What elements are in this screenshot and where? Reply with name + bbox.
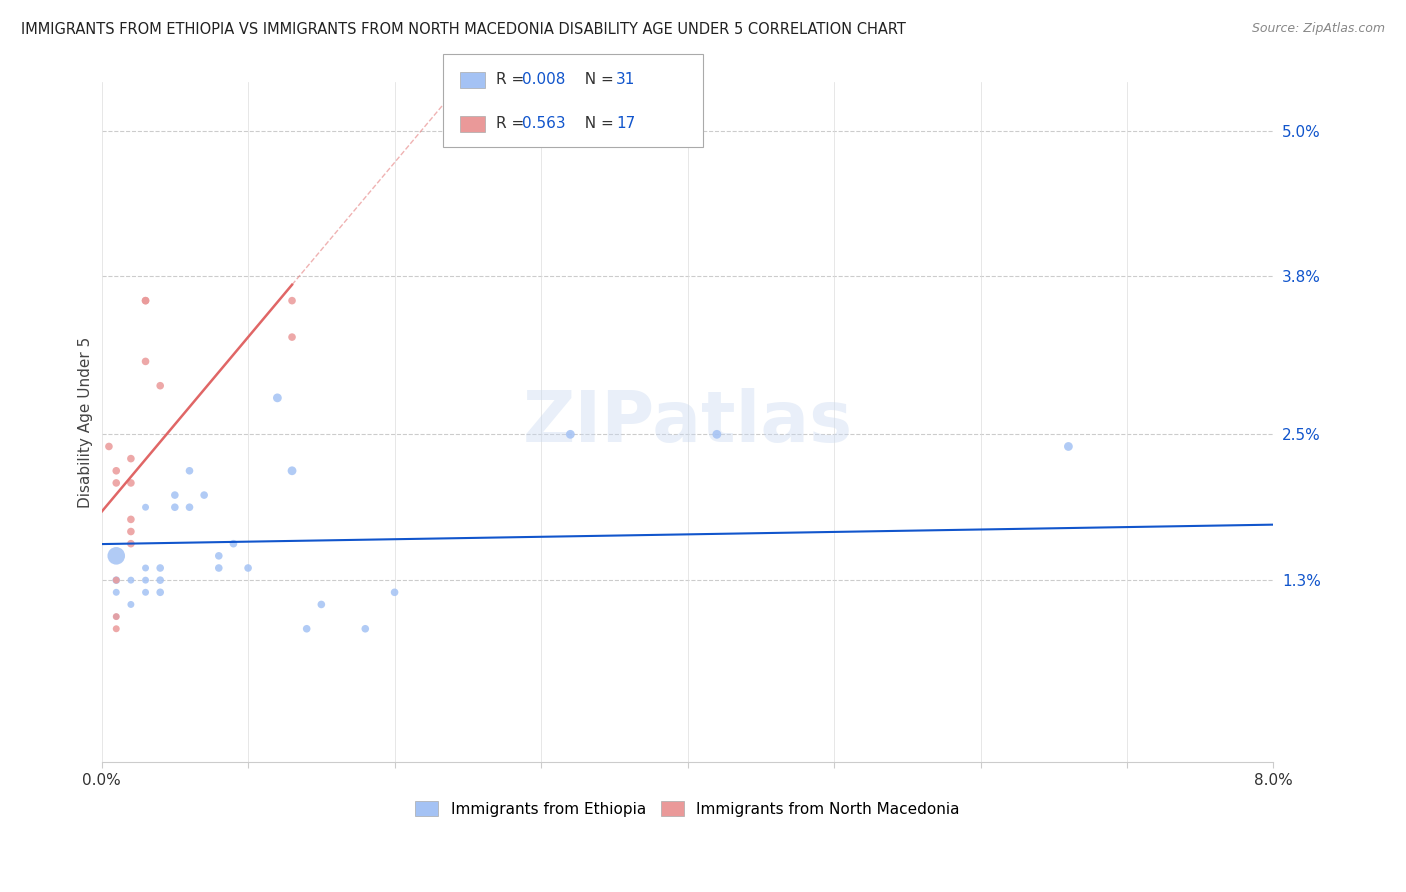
Point — [120, 512, 142, 526]
Point — [105, 475, 128, 490]
Text: R =: R = — [496, 72, 530, 87]
Point — [149, 573, 172, 587]
Point — [120, 573, 142, 587]
Point — [1057, 440, 1080, 454]
Point — [281, 464, 304, 478]
Point — [105, 464, 128, 478]
Point — [266, 391, 288, 405]
Text: 17: 17 — [616, 116, 636, 131]
Text: 0.008: 0.008 — [522, 72, 565, 87]
Point — [236, 561, 259, 575]
Point — [208, 561, 231, 575]
Point — [149, 378, 172, 392]
Text: N =: N = — [575, 72, 619, 87]
Text: Source: ZipAtlas.com: Source: ZipAtlas.com — [1251, 22, 1385, 36]
Point — [120, 475, 142, 490]
Text: IMMIGRANTS FROM ETHIOPIA VS IMMIGRANTS FROM NORTH MACEDONIA DISABILITY AGE UNDER: IMMIGRANTS FROM ETHIOPIA VS IMMIGRANTS F… — [21, 22, 905, 37]
Text: 31: 31 — [616, 72, 636, 87]
Point — [706, 427, 728, 442]
Point — [135, 293, 157, 308]
Text: N =: N = — [575, 116, 619, 131]
Point — [120, 451, 142, 466]
Point — [135, 293, 157, 308]
Point — [281, 293, 304, 308]
Point — [384, 585, 406, 599]
Point — [105, 573, 128, 587]
Text: ZIPatlas: ZIPatlas — [523, 388, 852, 457]
Point — [135, 500, 157, 515]
Point — [135, 561, 157, 575]
Point — [97, 440, 120, 454]
Point — [179, 500, 201, 515]
Point — [120, 524, 142, 539]
Point — [135, 585, 157, 599]
Point — [281, 330, 304, 344]
Point — [208, 549, 231, 563]
Point — [163, 488, 186, 502]
Point — [163, 500, 186, 515]
Point — [105, 622, 128, 636]
Point — [149, 561, 172, 575]
Point — [193, 488, 215, 502]
Point — [105, 609, 128, 624]
Point — [105, 549, 128, 563]
Point — [179, 464, 201, 478]
Point — [120, 537, 142, 551]
Point — [311, 598, 333, 612]
Y-axis label: Disability Age Under 5: Disability Age Under 5 — [79, 336, 93, 508]
Point — [222, 537, 245, 551]
Point — [105, 573, 128, 587]
Point — [105, 609, 128, 624]
Point — [135, 573, 157, 587]
Point — [149, 585, 172, 599]
Point — [120, 598, 142, 612]
Legend: Immigrants from Ethiopia, Immigrants from North Macedonia: Immigrants from Ethiopia, Immigrants fro… — [409, 795, 966, 822]
Text: 0.563: 0.563 — [522, 116, 565, 131]
Point — [135, 354, 157, 368]
Text: R =: R = — [496, 116, 530, 131]
Point — [560, 427, 582, 442]
Point — [354, 622, 377, 636]
Point — [105, 585, 128, 599]
Point — [295, 622, 318, 636]
